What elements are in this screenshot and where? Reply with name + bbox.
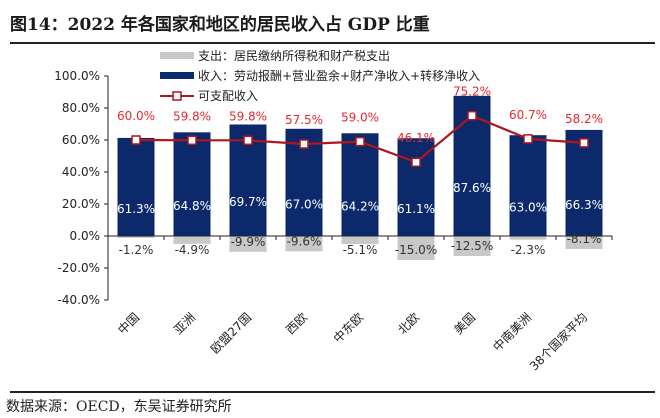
source-note: 数据来源：OECD，东吴证券研究所	[6, 399, 232, 415]
y-tick-label: 0.0%	[70, 229, 101, 243]
disposable-marker	[355, 136, 365, 147]
expense-bar	[453, 236, 491, 256]
income-label: 61.3%	[117, 202, 155, 216]
disposable-marker	[131, 135, 141, 145]
bottom-rule	[10, 391, 655, 393]
expense-label: -12.5%	[451, 239, 493, 253]
expense-bar	[341, 236, 379, 245]
top-rule	[10, 42, 655, 44]
expense-label: -1.2%	[119, 243, 154, 257]
x-tick-label: 亚洲	[171, 310, 198, 337]
x-tick-label: 38个国家平均	[526, 310, 590, 374]
disposable-marker	[467, 110, 477, 121]
disposable-label: 59.8%	[229, 109, 267, 123]
expense-label: -15.0%	[395, 243, 437, 257]
x-tick-label: 中东欧	[330, 310, 366, 346]
y-tick-label: 100.0%	[54, 69, 100, 83]
disposable-marker	[411, 157, 421, 167]
income-bar	[117, 137, 155, 236]
expense-label: -8.1%	[567, 232, 602, 246]
legend-label-income: 收入：劳动报酬+营业盈余+财产净收入+转移净收入	[198, 68, 480, 83]
expense-label: -2.3%	[511, 243, 546, 257]
x-tick-label: 北欧	[395, 310, 422, 337]
x-tick-label: 美国	[451, 310, 478, 337]
expense-bar	[285, 236, 323, 252]
income-bar	[509, 135, 547, 236]
x-tick-label: 中南美洲	[490, 310, 535, 355]
y-tick-label: -20.0%	[58, 261, 100, 275]
legend-marker	[172, 91, 182, 101]
disposable-marker	[243, 135, 253, 146]
income-bar	[397, 138, 435, 236]
y-tick-label: 60.0%	[62, 133, 100, 147]
income-label: 87.6%	[453, 181, 491, 195]
income-bar	[173, 132, 211, 236]
disposable-label: 57.5%	[285, 113, 323, 127]
y-tick-label: -40.0%	[58, 293, 100, 307]
y-tick-label: 80.0%	[62, 101, 100, 115]
disposable-label: 59.0%	[341, 111, 379, 125]
expense-bar	[397, 236, 435, 260]
legend: 支出：居民缴纳所得税和财产税支出收入：劳动报酬+营业盈余+财产净收入+转移净收入…	[160, 48, 480, 103]
disposable-label: 60.7%	[509, 108, 547, 122]
expense-bar	[509, 236, 547, 240]
legend-swatch-expense	[160, 52, 194, 59]
disposable-marker	[523, 134, 533, 144]
expense-bar	[173, 236, 211, 244]
legend-swatch-income	[160, 72, 194, 79]
legend-label-expense: 支出：居民缴纳所得税和财产税支出	[198, 48, 390, 63]
income-label: 61.1%	[397, 202, 435, 216]
x-tick-label: 中国	[115, 310, 143, 338]
figure-title: 图14：2022 年各国家和地区的居民收入占 GDP 比重	[10, 15, 430, 35]
disposable-marker	[187, 135, 197, 146]
x-tick-label: 西欧	[283, 310, 310, 337]
disposable-label: 60.0%	[117, 109, 155, 123]
expense-bar	[565, 236, 603, 249]
disposable-marker	[579, 138, 589, 148]
income-label: 64.8%	[173, 199, 211, 213]
disposable-label: 58.2%	[565, 112, 603, 126]
expense-label: -9.9%	[231, 235, 266, 249]
income-label: 69.7%	[229, 195, 267, 209]
y-tick-label: 40.0%	[62, 165, 100, 179]
expense-label: -5.1%	[343, 243, 378, 257]
income-label: 67.0%	[285, 197, 323, 211]
expense-label: -9.6%	[287, 234, 322, 248]
expense-bar	[117, 236, 155, 238]
disposable-marker	[299, 139, 309, 149]
disposable-label: 46.1%	[397, 131, 435, 145]
income-label: 64.2%	[341, 200, 379, 214]
x-tick-label: 欧盟27国	[208, 310, 254, 356]
y-tick-label: 20.0%	[62, 197, 100, 211]
disposable-label: 75.2%	[453, 85, 491, 99]
disposable-label: 59.8%	[173, 109, 211, 123]
legend-label-line: 可支配收入	[198, 89, 258, 103]
income-bar	[341, 133, 379, 236]
income-label: 66.3%	[565, 198, 603, 212]
expense-label: -4.9%	[175, 243, 210, 257]
income-label: 63.0%	[509, 201, 547, 215]
expense-bar	[229, 236, 267, 252]
